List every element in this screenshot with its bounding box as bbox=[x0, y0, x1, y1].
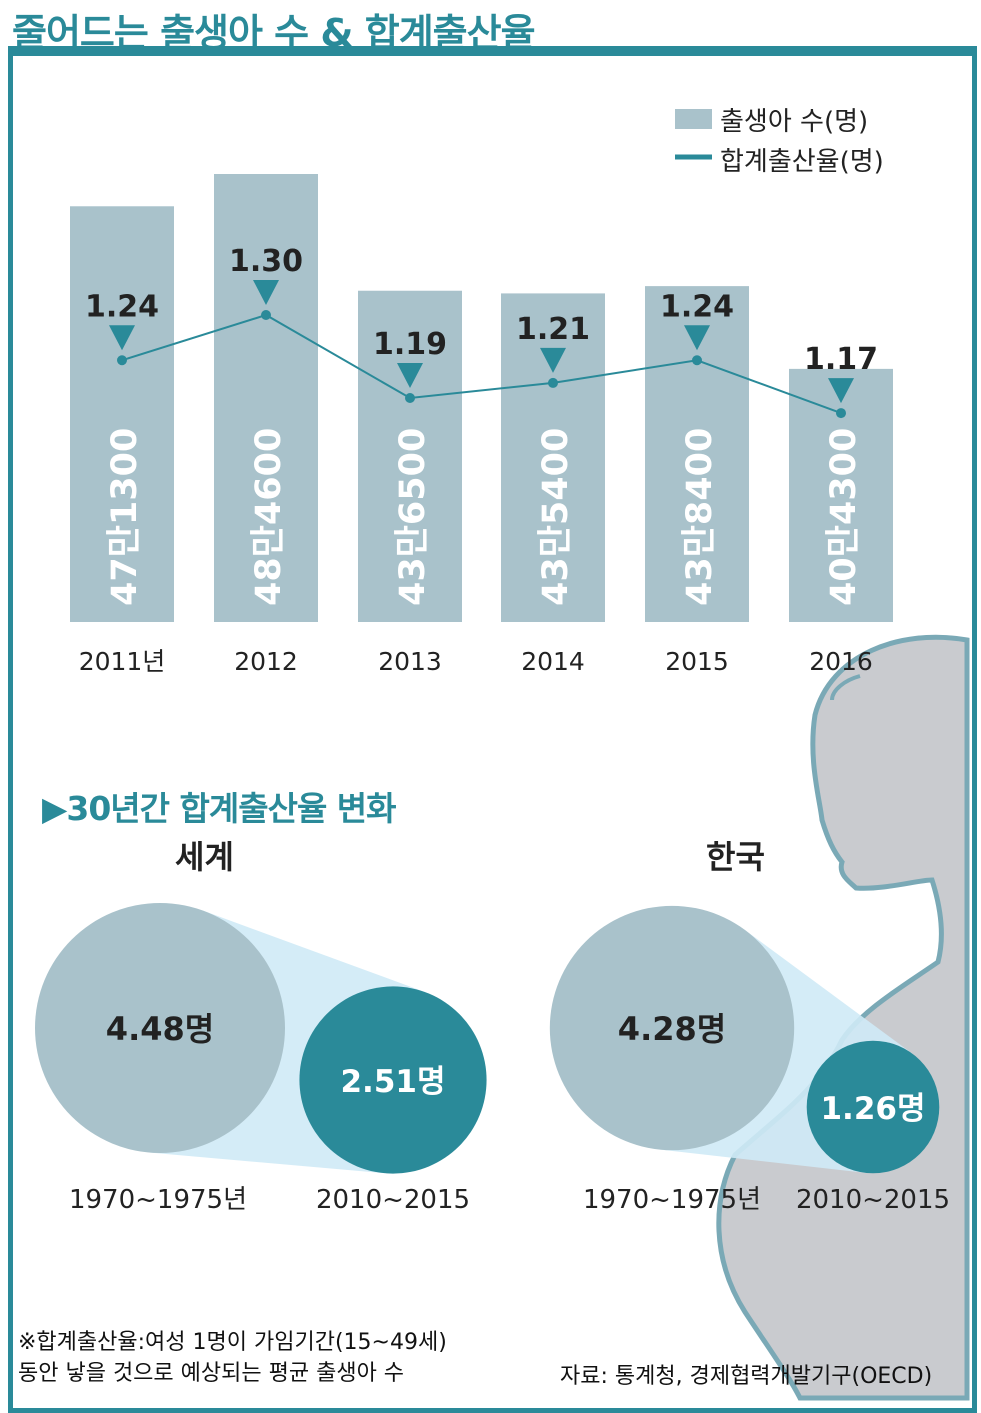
bubble-past-label: 4.48명 bbox=[106, 1010, 214, 1048]
world-subtitle: 세계 bbox=[175, 838, 234, 876]
rate-line bbox=[121, 313, 842, 415]
bubble-recent-label: 1.26명 bbox=[820, 1091, 925, 1127]
bubble-recent bbox=[299, 986, 487, 1174]
rate-value-label: 1.17 bbox=[804, 342, 878, 377]
bar-value-label: 47만1300 bbox=[105, 428, 145, 606]
bubble-past-label: 4.28명 bbox=[618, 1010, 726, 1048]
footnote-line1: ※합계출산율:여성 1명이 가임기간(15~49세) bbox=[18, 1330, 447, 1355]
bar-series: 47만1300 2011년 48만4600 2012 43만6500 2013 43만540… bbox=[70, 174, 893, 676]
bar-value-label: 48만4600 bbox=[249, 428, 289, 606]
rate-marker-triangle bbox=[828, 378, 854, 404]
legend-bar-label: 출생아 수(명) bbox=[720, 107, 869, 137]
bar-2 bbox=[214, 174, 318, 622]
legend bbox=[675, 109, 712, 160]
bubble-recent-label: 2.51명 bbox=[340, 1064, 445, 1100]
rate-marker-triangle bbox=[109, 325, 135, 351]
rate-point bbox=[836, 408, 846, 419]
rate-marker-triangle bbox=[253, 280, 279, 305]
bar-value-label: 43만5400 bbox=[536, 428, 576, 606]
bubble-period-label: 1970~1975년 bbox=[69, 1185, 247, 1215]
rate-value-label: 1.30 bbox=[229, 244, 303, 279]
bubble-charts: 4.48명 2.51명 1970~1975년 2010~2015 4.28명 1.26명 1… bbox=[35, 903, 950, 1215]
bubble-past bbox=[549, 905, 795, 1151]
x-tick-label: 2013 bbox=[378, 647, 442, 676]
bubble-period-label: 2010~2015 bbox=[316, 1185, 470, 1215]
x-tick-label: 2012 bbox=[234, 647, 298, 676]
rate-point bbox=[692, 355, 702, 366]
bubble-period-label: 2010~2015 bbox=[796, 1185, 950, 1215]
rate-point bbox=[548, 377, 558, 388]
rate-value-label: 1.24 bbox=[660, 289, 734, 324]
rate-point bbox=[261, 310, 271, 320]
source-note: 자료: 통계청, 경제협력개발기구(OECD) bbox=[560, 1364, 933, 1389]
legend-line-label: 합계출산율(명) bbox=[720, 147, 884, 177]
x-tick-label: 2014 bbox=[521, 647, 585, 676]
section-title: ▶30년간 합계출산율 변화 bbox=[42, 789, 397, 828]
rate-value-label: 1.19 bbox=[373, 327, 447, 362]
bubble-past bbox=[35, 903, 285, 1153]
rate-value-label: 1.21 bbox=[516, 312, 590, 347]
rate-marker-triangle bbox=[540, 347, 566, 373]
legend-bar-swatch bbox=[675, 109, 712, 129]
korea-subtitle: 한국 bbox=[706, 838, 765, 876]
rate-marker-triangle bbox=[684, 325, 710, 351]
rate-value-label: 1.24 bbox=[85, 289, 159, 324]
bubble-recent bbox=[806, 1040, 940, 1174]
bar-value-label: 43만6500 bbox=[393, 428, 433, 606]
x-tick-label: 2011년 bbox=[79, 647, 166, 676]
x-tick-label: 2015 bbox=[665, 647, 729, 676]
bar-value-label: 40만4300 bbox=[824, 428, 864, 606]
x-tick-label: 2016 bbox=[809, 647, 873, 676]
bar-value-label: 43만8400 bbox=[680, 428, 720, 606]
bubble-period-label: 1970~1975년 bbox=[583, 1185, 761, 1215]
silhouette-figure bbox=[716, 634, 970, 1401]
bar-3 bbox=[358, 290, 462, 622]
line-series: 1.24 1.30 1.19 1.21 1.24 1.17 bbox=[85, 244, 878, 419]
silhouette-inner-line bbox=[830, 674, 861, 701]
rate-point bbox=[117, 355, 127, 366]
footnote-line2: 동안 낳을 것으로 예상되는 평균 출생아 수 bbox=[18, 1361, 405, 1386]
bar-1 bbox=[70, 206, 174, 623]
silhouette-shape bbox=[716, 634, 970, 1401]
rate-point bbox=[405, 393, 415, 403]
rate-marker-triangle bbox=[397, 363, 423, 388]
